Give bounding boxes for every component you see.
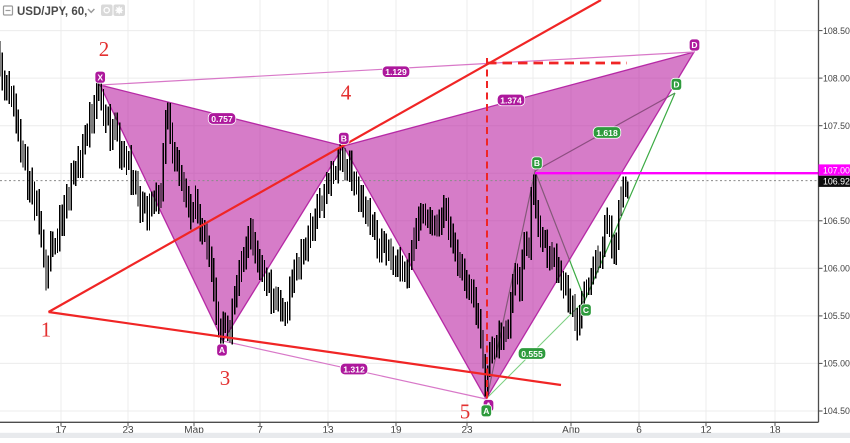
svg-text:105.00: 105.00 xyxy=(823,359,850,369)
svg-text:1.129: 1.129 xyxy=(385,67,407,77)
svg-text:1: 1 xyxy=(41,318,52,342)
svg-text:X: X xyxy=(97,72,103,82)
svg-text:106.00: 106.00 xyxy=(823,264,850,274)
svg-text:107.00: 107.00 xyxy=(823,165,850,175)
svg-text:4: 4 xyxy=(341,81,352,105)
svg-text:104.50: 104.50 xyxy=(823,406,850,416)
svg-text:A: A xyxy=(483,406,489,416)
svg-text:3: 3 xyxy=(220,366,231,390)
svg-text:1.618: 1.618 xyxy=(596,128,618,138)
svg-text:2: 2 xyxy=(99,37,110,61)
svg-text:USD/JPY, 60,: USD/JPY, 60, xyxy=(17,6,87,18)
svg-text:0.555: 0.555 xyxy=(521,349,543,359)
svg-text:1.312: 1.312 xyxy=(343,364,365,374)
svg-text:B: B xyxy=(341,134,347,144)
svg-text:106.92: 106.92 xyxy=(823,177,850,187)
svg-text:108.00: 108.00 xyxy=(823,73,850,83)
svg-text:1.374: 1.374 xyxy=(500,95,522,105)
svg-text:C: C xyxy=(583,305,589,315)
svg-text:108.50: 108.50 xyxy=(823,26,850,36)
svg-text:D: D xyxy=(691,40,697,50)
svg-text:B: B xyxy=(534,158,540,168)
svg-text:106.50: 106.50 xyxy=(823,216,850,226)
svg-text:0.757: 0.757 xyxy=(211,114,233,124)
svg-text:D: D xyxy=(673,80,679,90)
svg-text:5: 5 xyxy=(460,400,471,424)
svg-text:105.50: 105.50 xyxy=(823,311,850,321)
svg-text:107.50: 107.50 xyxy=(823,121,850,131)
svg-text:A: A xyxy=(219,345,225,355)
